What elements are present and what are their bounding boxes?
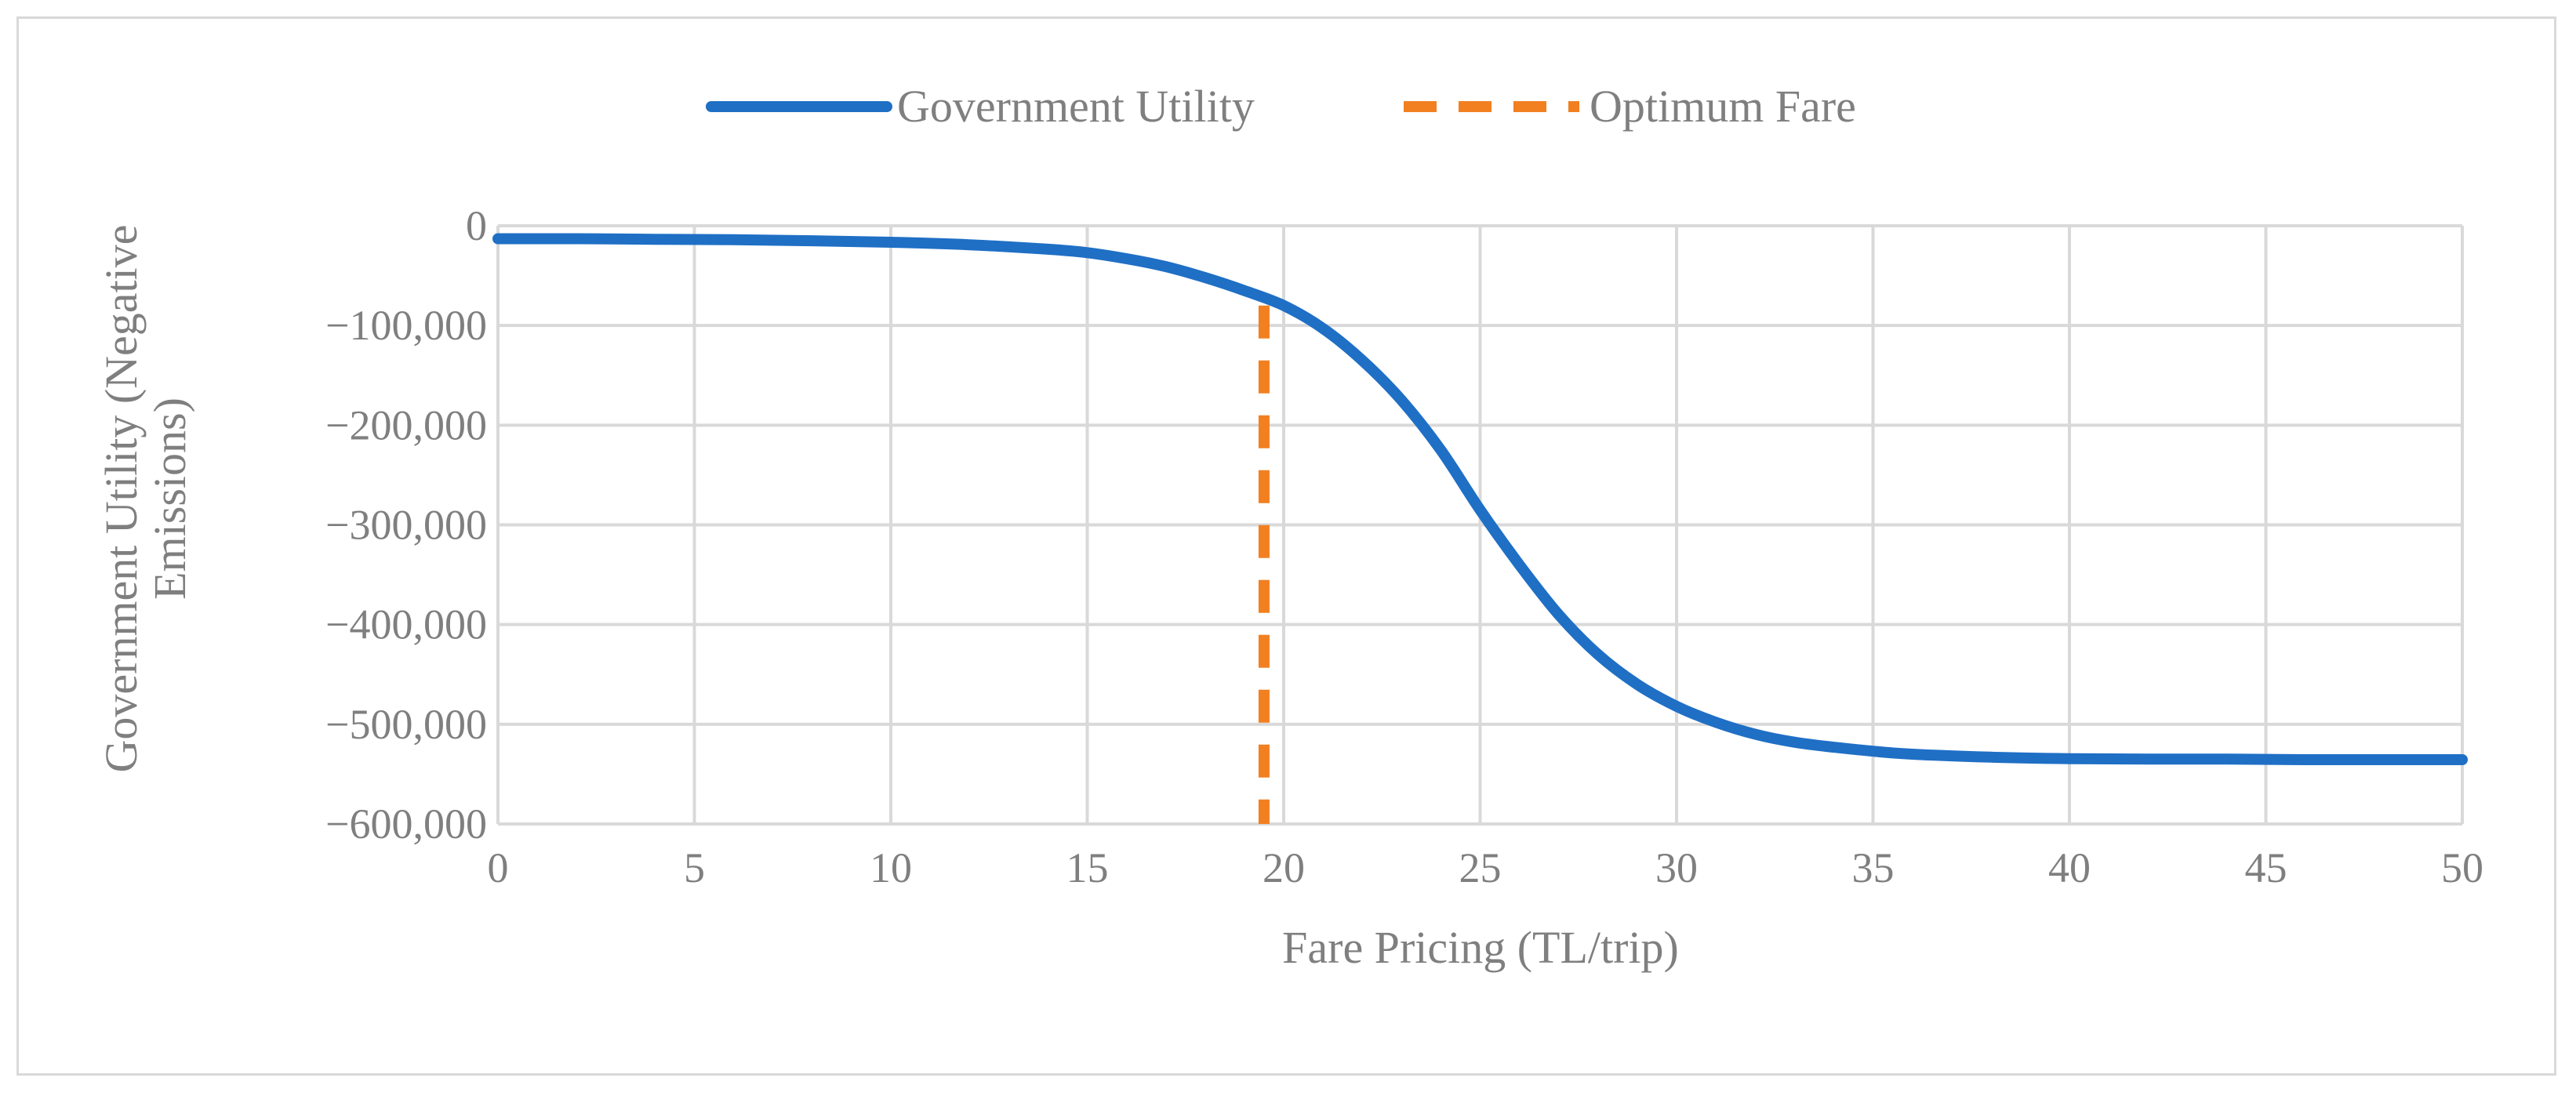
y-tick-label: 0: [466, 202, 487, 249]
y-axis-title-line-1: Government Utility (Negative: [96, 224, 147, 772]
x-tick-label: 5: [684, 844, 705, 891]
chart-frame: 0 −100,000 −200,000 −300,000 −400,000 −500,00…: [16, 16, 2556, 1076]
y-axis-title-line-2: Emissions): [144, 397, 195, 600]
legend-label-government-utility: Government Utility: [897, 81, 1255, 132]
y-tick-label: −100,000: [325, 302, 487, 349]
x-tick-label: 15: [1066, 844, 1109, 891]
x-tick-label: 45: [2245, 844, 2287, 891]
x-tick-label: 0: [488, 844, 509, 891]
x-tick-label: 40: [2048, 844, 2091, 891]
series-line-government-utility: [492, 233, 2468, 766]
x-axis-title: Fare Pricing (TL/trip): [1282, 922, 1679, 973]
legend: Government Utility Optimum Fare: [706, 81, 1856, 132]
x-tick-label: 50: [2441, 844, 2483, 891]
x-tick-label: 10: [870, 844, 912, 891]
x-tick-label: 30: [1655, 844, 1698, 891]
x-tick-label: 25: [1459, 844, 1502, 891]
y-tick-label: −400,000: [325, 601, 487, 648]
y-tick-label: −600,000: [325, 800, 487, 847]
tick-labels: 0 −100,000 −200,000 −300,000 −400,000 −500,00…: [325, 202, 2483, 891]
grid-layer: [496, 224, 2464, 826]
line-chart: 0 −100,000 −200,000 −300,000 −400,000 −500,00…: [96, 81, 2483, 973]
y-tick-label: −500,000: [325, 701, 487, 748]
legend-label-optimum-fare: Optimum Fare: [1590, 81, 1856, 132]
y-tick-label: −300,000: [325, 502, 487, 549]
x-tick-label: 35: [1852, 844, 1895, 891]
y-tick-label: −200,000: [325, 401, 487, 448]
y-axis-title: Government Utility (Negative Emissions): [96, 224, 195, 772]
series-layer: [492, 233, 2468, 824]
x-tick-label: 20: [1263, 844, 1305, 891]
